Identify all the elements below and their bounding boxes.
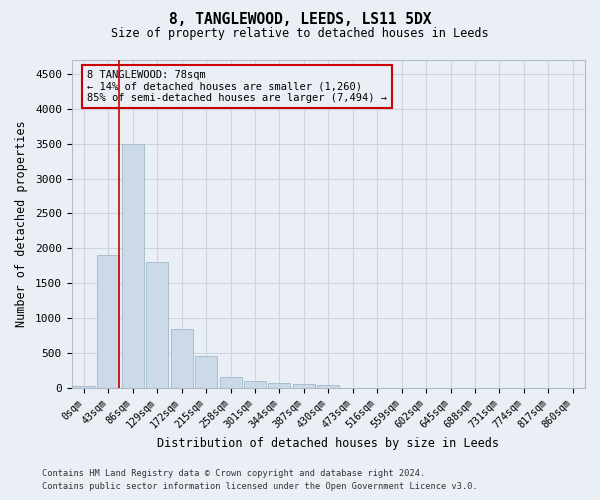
Bar (317, 385, 340, 388)
Bar (268, 383, 290, 388)
Bar (122, 144, 144, 388)
Text: 8 TANGLEWOOD: 78sqm
← 14% of detached houses are smaller (1,260)
85% of semi-det: 8 TANGLEWOOD: 78sqm ← 14% of detached ho… (87, 70, 387, 103)
Bar (195, 356, 217, 388)
Text: Contains public sector information licensed under the Open Government Licence v3: Contains public sector information licen… (42, 482, 478, 491)
Y-axis label: Number of detached properties: Number of detached properties (15, 120, 28, 327)
Bar (97, 256, 119, 388)
Bar (146, 262, 168, 388)
Text: Size of property relative to detached houses in Leeds: Size of property relative to detached ho… (111, 28, 489, 40)
Bar (244, 381, 266, 388)
Bar (73, 386, 95, 388)
X-axis label: Distribution of detached houses by size in Leeds: Distribution of detached houses by size … (157, 437, 499, 450)
Bar (220, 376, 242, 388)
Text: 8, TANGLEWOOD, LEEDS, LS11 5DX: 8, TANGLEWOOD, LEEDS, LS11 5DX (169, 12, 431, 28)
Text: Contains HM Land Registry data © Crown copyright and database right 2024.: Contains HM Land Registry data © Crown c… (42, 468, 425, 477)
Bar (170, 328, 193, 388)
Bar (293, 384, 315, 388)
